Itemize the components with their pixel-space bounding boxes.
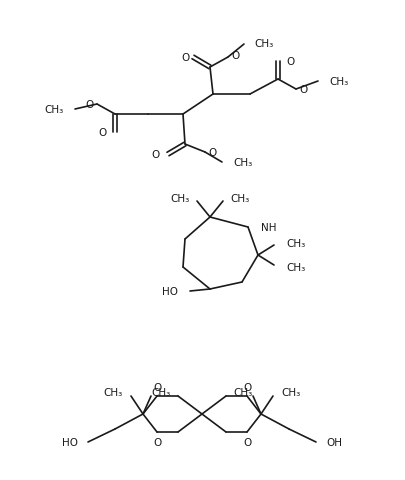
Text: O: O (243, 382, 251, 392)
Text: O: O (208, 148, 216, 157)
Text: O: O (86, 100, 94, 110)
Text: CH₃: CH₃ (151, 387, 170, 397)
Text: CH₃: CH₃ (254, 39, 273, 49)
Text: O: O (181, 53, 189, 63)
Text: CH₃: CH₃ (286, 239, 305, 249)
Text: O: O (286, 57, 294, 67)
Text: NH: NH (261, 223, 277, 232)
Text: CH₃: CH₃ (281, 387, 300, 397)
Text: CH₃: CH₃ (104, 387, 123, 397)
Text: O: O (99, 128, 107, 138)
Text: CH₃: CH₃ (233, 157, 252, 168)
Text: HO: HO (162, 287, 178, 296)
Text: O: O (299, 85, 307, 95)
Text: CH₃: CH₃ (171, 193, 190, 204)
Text: OH: OH (326, 437, 342, 447)
Text: HO: HO (62, 437, 78, 447)
Text: CH₃: CH₃ (234, 387, 253, 397)
Text: O: O (152, 150, 160, 160)
Text: O: O (153, 437, 161, 447)
Text: CH₃: CH₃ (230, 193, 249, 204)
Text: O: O (153, 382, 161, 392)
Text: O: O (231, 51, 239, 61)
Text: O: O (243, 437, 251, 447)
Text: CH₃: CH₃ (45, 105, 64, 115)
Text: CH₃: CH₃ (286, 263, 305, 273)
Text: CH₃: CH₃ (329, 77, 348, 87)
